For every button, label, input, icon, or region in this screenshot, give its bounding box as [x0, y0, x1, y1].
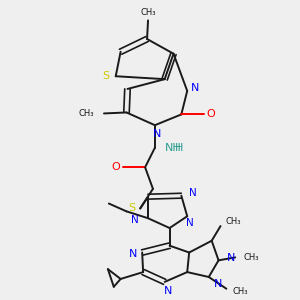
Text: N: N — [191, 83, 199, 93]
Text: CH₃: CH₃ — [79, 109, 94, 118]
Text: S: S — [102, 71, 110, 81]
Text: H: H — [175, 143, 183, 153]
Text: CH₃: CH₃ — [243, 253, 259, 262]
Text: N: N — [131, 215, 139, 225]
Text: N: N — [164, 286, 172, 296]
Text: N: N — [153, 129, 161, 139]
Text: CH₃: CH₃ — [225, 217, 241, 226]
Text: N: N — [227, 254, 236, 263]
Text: N: N — [129, 250, 137, 260]
Text: CH₃: CH₃ — [140, 8, 156, 17]
Text: CH₃: CH₃ — [232, 287, 248, 296]
Text: N: N — [189, 188, 197, 198]
Text: NH: NH — [165, 143, 182, 153]
Text: O: O — [206, 110, 215, 119]
Text: N: N — [214, 279, 222, 289]
Text: O: O — [111, 162, 120, 172]
Text: S: S — [128, 203, 135, 213]
Text: N: N — [186, 218, 194, 228]
